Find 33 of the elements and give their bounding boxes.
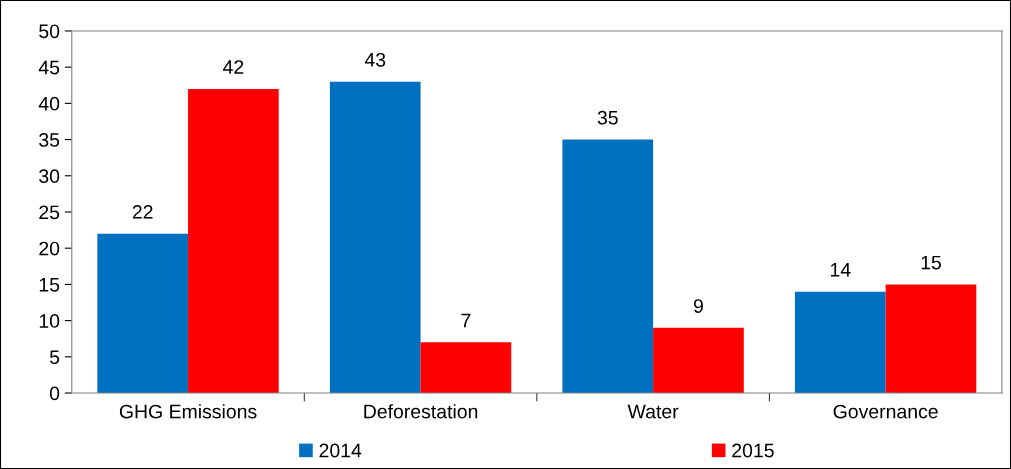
bar	[653, 327, 744, 394]
x-tick-label: Water	[627, 404, 679, 419]
data-label: 43	[364, 52, 386, 67]
y-tick-label: 20	[39, 241, 60, 256]
y-tick-label: 25	[39, 205, 60, 220]
bar	[420, 342, 512, 394]
data-label: 15	[921, 255, 941, 270]
y-tick-label: 50	[39, 24, 60, 39]
x-tick-label: Governance	[833, 404, 938, 419]
y-tick-label: 10	[39, 314, 60, 328]
data-label: 14	[830, 263, 851, 277]
bar	[885, 284, 977, 394]
y-tick-label: 5	[49, 350, 60, 365]
data-label: 42	[223, 60, 244, 74]
x-tick-label: GHG Emissions	[119, 404, 257, 419]
legend-label: 2014	[319, 443, 362, 458]
y-tick-label: 15	[39, 278, 60, 292]
bar	[188, 88, 279, 394]
y-tick-label: 0	[49, 386, 60, 401]
y-tick-label: 30	[39, 169, 60, 184]
data-label: 22	[132, 204, 153, 219]
y-tick-label: 40	[38, 96, 60, 111]
bar	[97, 233, 189, 394]
y-tick-label: 45	[38, 60, 60, 75]
data-label: 35	[597, 110, 618, 125]
data-label: 7	[461, 313, 471, 328]
x-tick-label: Deforestation	[364, 404, 478, 419]
bar	[329, 81, 421, 394]
legend-label: 2015	[732, 443, 774, 458]
data-label: 9	[693, 299, 703, 313]
bar	[562, 139, 654, 394]
y-tick-label: 35	[39, 133, 60, 147]
bar	[794, 291, 886, 394]
